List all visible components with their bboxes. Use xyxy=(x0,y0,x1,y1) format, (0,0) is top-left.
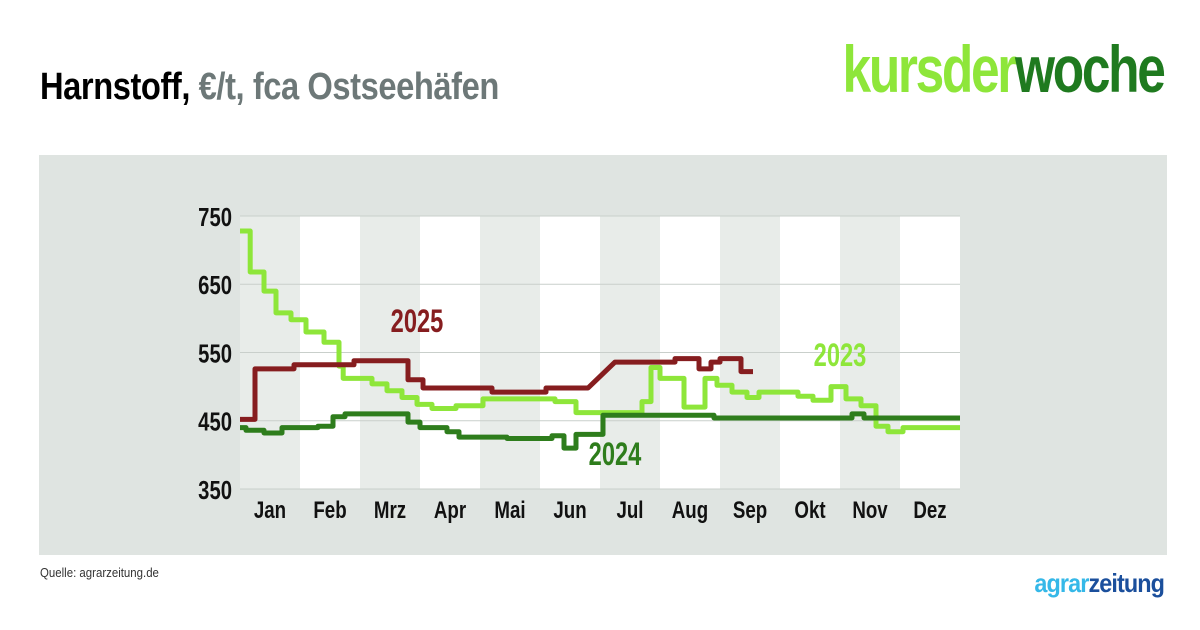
agrarzeitung-logo: agrarzeitung ​ xyxy=(1020,568,1165,604)
x-tick-label-jul: Jul xyxy=(616,497,643,524)
y-tick-label-450: 450 xyxy=(198,407,232,436)
y-tick-label-350: 350 xyxy=(198,476,232,505)
brand-logo-part2: woche xyxy=(1015,32,1166,106)
series-label-2024: 2024 xyxy=(589,437,642,472)
series-label-2023: 2023 xyxy=(814,338,867,373)
source-note: Quelle: agrarzeitung.de xyxy=(40,565,159,580)
chart-title-unit: €/t, fca Ostseehäfen xyxy=(198,66,500,108)
x-tick-label-sep: Sep xyxy=(733,497,767,524)
brand-logo-part1: kursder xyxy=(843,32,1018,106)
x-tick-label-aug: Aug xyxy=(672,497,708,524)
series-line-2023 xyxy=(240,228,960,435)
x-tick-label-apr: Apr xyxy=(434,497,467,524)
chart-title-main: Harnstoff, xyxy=(40,66,191,108)
x-tick-label-jun: Jun xyxy=(553,497,586,524)
logo-tagline-mark: ​ xyxy=(1020,598,1164,604)
y-tick-label-650: 650 xyxy=(198,271,232,300)
y-tick-label-750: 750 xyxy=(198,203,232,232)
series-line-2024 xyxy=(240,411,960,451)
x-tick-label-dez: Dez xyxy=(913,497,946,524)
y-tick-label-550: 550 xyxy=(198,339,232,368)
logo-part2: zeitung xyxy=(1088,568,1164,598)
chart-title: Harnstoff, €/t, fca Ostseehäfen xyxy=(40,66,499,109)
logo-part1: agrar xyxy=(1034,568,1089,598)
x-tick-label-feb: Feb xyxy=(313,497,346,524)
series-line-2025 xyxy=(240,356,753,422)
brand-logo: kursderwoche xyxy=(843,36,1166,102)
x-tick-label-okt: Okt xyxy=(794,497,825,524)
x-tick-label-mai: Mai xyxy=(494,497,525,524)
x-tick-label-mrz: Mrz xyxy=(374,497,406,524)
series-label-2025: 2025 xyxy=(391,304,444,339)
x-tick-label-nov: Nov xyxy=(852,497,887,524)
x-tick-label-jan: Jan xyxy=(254,497,286,524)
